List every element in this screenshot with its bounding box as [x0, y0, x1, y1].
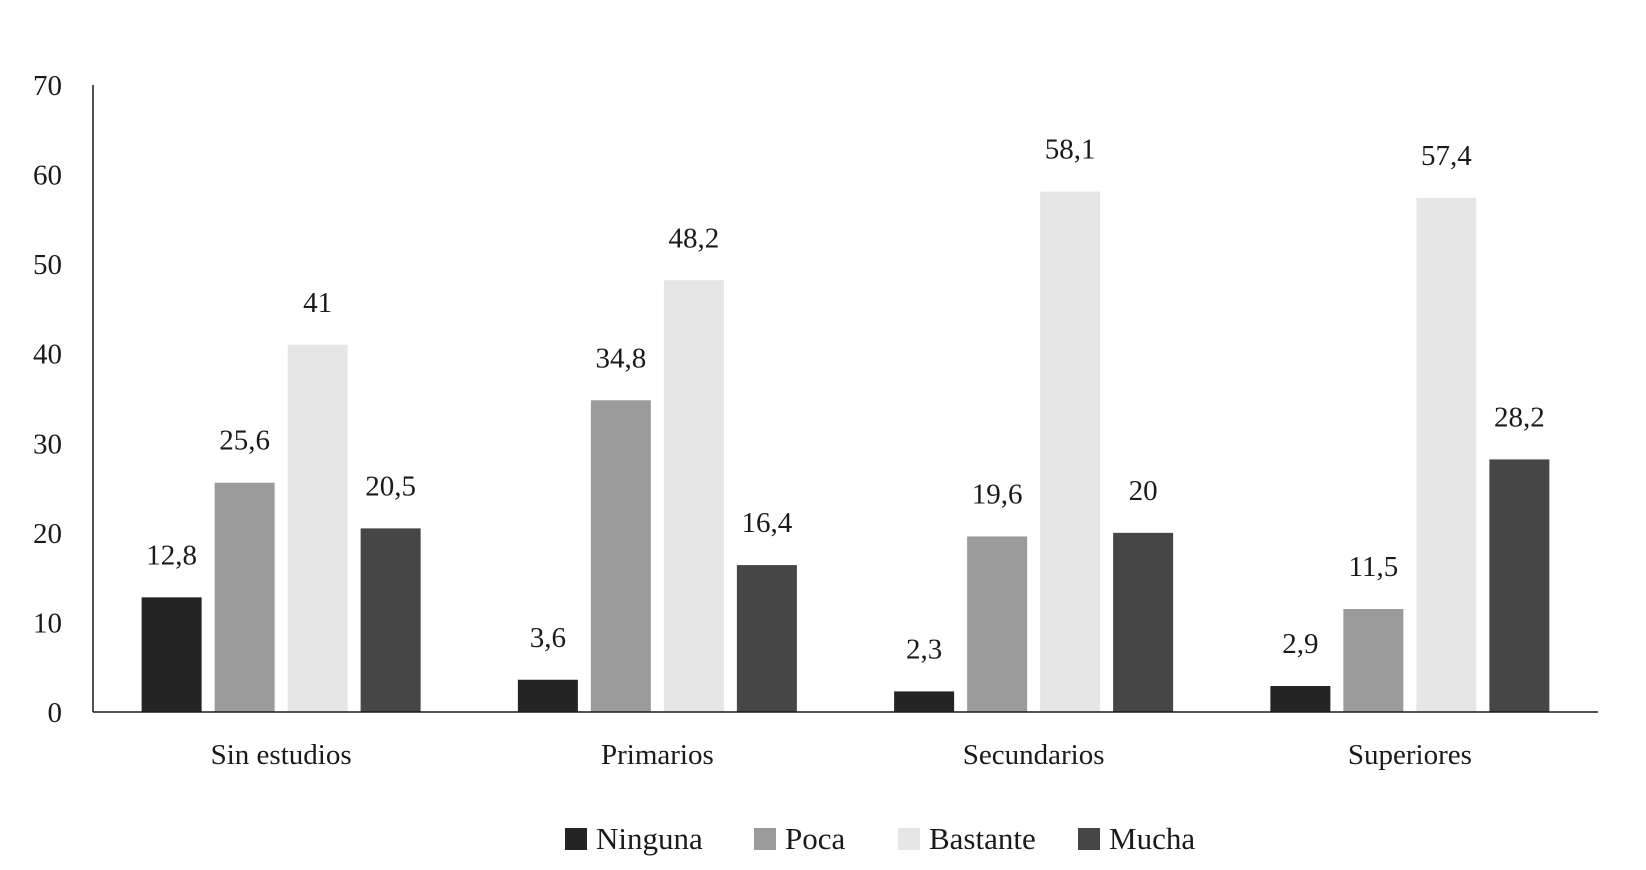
- y-tick-label: 30: [33, 428, 62, 460]
- bar: [736, 565, 797, 712]
- data-label: 28,2: [1494, 401, 1545, 433]
- legend-label: Ninguna: [596, 821, 703, 856]
- bar: [517, 679, 578, 712]
- x-tick-label: Sin estudios: [211, 739, 352, 771]
- data-label: 20,5: [365, 470, 416, 502]
- y-tick-label: 0: [48, 697, 63, 729]
- y-tick-label: 60: [33, 160, 62, 192]
- data-label: 2,9: [1282, 628, 1318, 660]
- bar: [663, 280, 724, 712]
- y-tick-label: 50: [33, 249, 62, 281]
- bar: [141, 597, 202, 712]
- bar: [1416, 197, 1477, 713]
- legend-label: Bastante: [929, 821, 1036, 856]
- legend: Ninguna Poca Bastante Mucha: [565, 821, 1195, 856]
- x-tick-label: Primarios: [601, 739, 714, 771]
- y-tick-label: 70: [33, 70, 62, 102]
- data-label: 19,6: [972, 478, 1023, 510]
- data-label: 2,3: [906, 633, 942, 665]
- bar: [894, 691, 955, 712]
- bar: [590, 400, 651, 712]
- legend-label: Poca: [785, 821, 846, 856]
- bars: [141, 191, 1550, 713]
- data-label: 3,6: [530, 622, 566, 654]
- data-label: 57,4: [1421, 140, 1472, 172]
- legend-swatch: [565, 828, 587, 850]
- legend-swatch: [898, 828, 920, 850]
- y-tick-label: 20: [33, 518, 62, 550]
- x-tick-label: Secundarios: [963, 739, 1105, 771]
- bar: [287, 344, 348, 712]
- data-label: 58,1: [1045, 134, 1096, 166]
- legend-label: Mucha: [1109, 821, 1195, 856]
- y-tick-label: 10: [33, 607, 62, 639]
- bar: [1113, 532, 1174, 712]
- y-axis: 0 10 20 30 40 50 60 70: [33, 70, 94, 729]
- data-label: 16,4: [742, 507, 793, 539]
- data-label: 34,8: [596, 342, 647, 374]
- legend-swatch: [1078, 828, 1100, 850]
- data-label: 48,2: [669, 222, 720, 254]
- data-label: 41: [303, 287, 332, 319]
- data-label: 12,8: [146, 539, 197, 571]
- bar: [1270, 686, 1331, 712]
- data-label: 25,6: [219, 425, 270, 457]
- x-axis: Sin estudios Primarios Secundarios Superior…: [93, 711, 1598, 771]
- bar: [1040, 191, 1101, 713]
- x-tick-label: Superiores: [1348, 739, 1472, 771]
- bar: [1343, 608, 1404, 712]
- y-tick-label: 40: [33, 339, 62, 371]
- bar: [360, 528, 421, 712]
- data-label: 11,5: [1349, 551, 1399, 583]
- bar: [1489, 459, 1550, 712]
- data-label: 20: [1129, 475, 1158, 507]
- data-labels: 12,8 25,6 41 20,5 3,6 34,8 48,2 16,4 2,3 19,6 58,1…: [146, 134, 1545, 666]
- legend-swatch: [754, 828, 776, 850]
- bar: [214, 482, 275, 712]
- bar: [967, 536, 1028, 712]
